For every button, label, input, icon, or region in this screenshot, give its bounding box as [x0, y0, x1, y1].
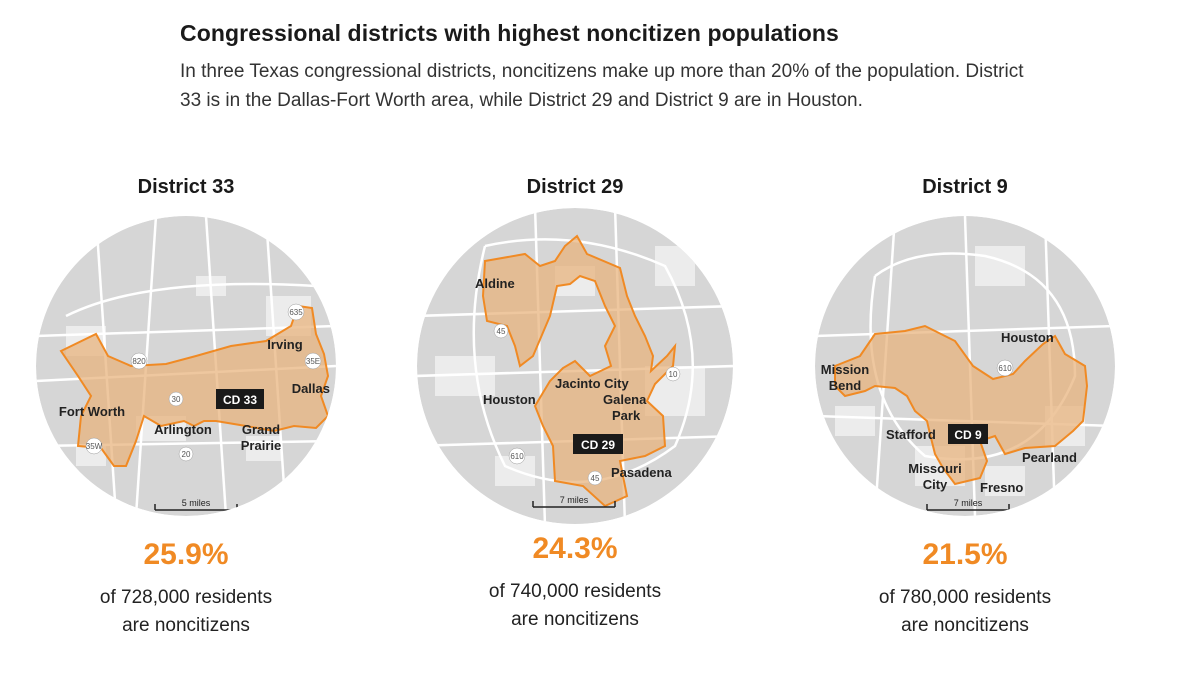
district-9-description: of 780,000 residents are noncitizens	[805, 584, 1125, 640]
district-33-residents: of 728,000 residents	[99, 587, 273, 608]
district-9-residents: of 780,000 residents	[878, 587, 1052, 608]
place-pearland: Pearland	[1022, 450, 1077, 465]
place-mission: Mission	[821, 362, 869, 377]
place-prairie: Prairie	[241, 438, 281, 453]
scale-label: 7 miles	[954, 498, 983, 508]
district-33-description: of 728,000 residents are noncitizens	[26, 584, 346, 640]
place-houston: Houston	[483, 392, 536, 407]
district-33-heading: District 33	[137, 176, 235, 198]
cd-33-label: CD 33	[223, 393, 257, 407]
highway-610-label: 610	[998, 364, 1012, 373]
place-arlington: Arlington	[154, 422, 212, 437]
district-29-noncitizens: are noncitizens	[511, 609, 639, 630]
highway-35e-label: 35E	[306, 357, 320, 366]
highway-10-label: 10	[669, 370, 678, 379]
highway-820-label: 820	[132, 357, 146, 366]
district-29-percent: 24.3%	[532, 532, 618, 565]
scale-label: 5 miles	[182, 498, 211, 508]
header: Congressional districts with highest non…	[180, 20, 1040, 115]
place-missouri: Missouri	[908, 461, 961, 476]
district-33-boundary	[59, 304, 330, 467]
highway-35w-label: 35W	[86, 442, 103, 451]
place-bend: Bend	[829, 378, 862, 393]
place-galena: Galena	[603, 392, 647, 407]
place-park: Park	[612, 408, 641, 423]
place-fort-worth: Fort Worth	[59, 404, 125, 419]
place-houston: Houston	[1001, 330, 1054, 345]
scale-label: 7 miles	[560, 495, 589, 505]
district-29-boundary	[481, 234, 677, 508]
district-33-map: 635 820 35E 30 20 35W CD 33 Fort Worth A…	[36, 216, 336, 516]
highway-20-label: 20	[182, 450, 191, 459]
place-aldine: Aldine	[475, 276, 515, 291]
place-irving: Irving	[267, 337, 302, 352]
district-33-noncitizens: are noncitizens	[122, 615, 250, 636]
district-29-heading: District 29	[526, 176, 624, 198]
place-jacinto-city: Jacinto City	[555, 376, 629, 391]
place-dallas: Dallas	[292, 381, 330, 396]
district-29-map: 45 10 610 45 CD 29 Aldine Houston Jacint…	[417, 208, 733, 524]
district-9-map: 610 CD 9 Mission Bend Houston Stafford M…	[815, 216, 1115, 516]
cd-9-label: CD 9	[954, 428, 982, 442]
district-9-panel: District 9 610 CD 9 Mission Bend Houst	[805, 176, 1125, 640]
highway-45-north-label: 45	[497, 327, 506, 336]
district-29-residents: of 740,000 residents	[488, 581, 662, 602]
scale-bar: 7 miles	[926, 498, 1010, 511]
page-title: Congressional districts with highest non…	[180, 20, 839, 46]
district-29-description: of 740,000 residents are noncitizens	[415, 578, 735, 634]
scale-bar: 7 miles	[532, 495, 616, 508]
place-fresno: Fresno	[980, 480, 1023, 495]
district-9-noncitizens: are noncitizens	[901, 615, 1029, 636]
district-33-percent: 25.9%	[143, 538, 229, 571]
cd-29-label: CD 29	[581, 438, 615, 452]
place-stafford: Stafford	[886, 427, 936, 442]
page-subtitle: In three Texas congressional districts, …	[180, 61, 1024, 111]
district-33-panel: District 33 635 820 35E 30 20 35W	[26, 176, 346, 640]
cd-9-tag	[948, 424, 988, 444]
cd-29-tag	[573, 434, 623, 454]
highway-45-south-label: 45	[591, 474, 600, 483]
place-city: City	[923, 477, 948, 492]
highway-610-label: 610	[510, 452, 524, 461]
district-9-percent: 21.5%	[922, 538, 1008, 571]
district-29-panel: District 29 45 10 610 45 CD 29	[415, 176, 735, 634]
highway-30-label: 30	[172, 395, 181, 404]
district-9-boundary	[834, 324, 1089, 486]
place-grand: Grand	[242, 422, 280, 437]
cd-33-tag	[216, 389, 264, 409]
highway-635-label: 635	[289, 308, 303, 317]
place-pasadena: Pasadena	[611, 465, 672, 480]
district-9-heading: District 9	[922, 176, 1008, 198]
